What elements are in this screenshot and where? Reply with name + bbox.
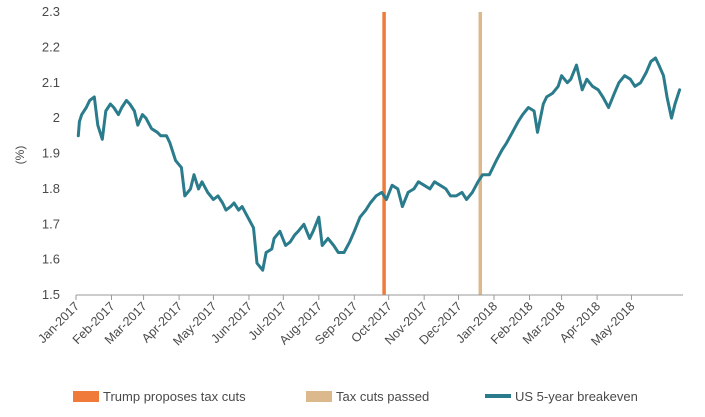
y-tick-label: 1.6 — [42, 252, 60, 267]
event-lines — [382, 12, 483, 295]
y-tick-label: 1.7 — [42, 216, 60, 231]
y-tick-label: 1.9 — [42, 146, 60, 161]
series-line-breakeven — [76, 56, 682, 272]
y-tick-label: 2.2 — [42, 39, 60, 54]
y-tick-label: 2.3 — [42, 4, 60, 19]
legend-swatch-tan — [306, 390, 332, 402]
y-axis-title: (%) — [13, 146, 27, 165]
legend-label: Tax cuts passed — [336, 388, 430, 404]
legend: Trump proposes tax cuts Tax cuts passed … — [0, 384, 705, 408]
y-tick-label: 1.5 — [42, 287, 60, 302]
legend-swatch-teal — [485, 394, 511, 398]
breakeven-line-chart: (%) 1.5 1.6 1.7 1.8 1.9 2 2.1 2.2 2.3 Jan-2017Fe… — [13, 4, 683, 348]
legend-label: US 5-year breakeven — [515, 388, 638, 404]
y-tick-label: 2 — [53, 110, 60, 125]
legend-label: Trump proposes tax cuts — [103, 388, 246, 404]
y-axis-title-group: (%) — [13, 146, 27, 165]
x-axis-ticks: Jan-2017Feb-2017Mar-2017Apr-2017May-2017… — [35, 295, 638, 348]
y-tick-label: 2.1 — [42, 75, 60, 90]
legend-item-tax-cuts-passed: Tax cuts passed — [306, 384, 429, 408]
series-group — [76, 56, 682, 272]
legend-item-trump-proposes: Trump proposes tax cuts — [73, 384, 246, 408]
legend-swatch-orange — [73, 390, 99, 402]
legend-item-breakeven: US 5-year breakeven — [485, 384, 638, 408]
y-axis-ticks: 1.5 1.6 1.7 1.8 1.9 2 2.1 2.2 2.3 — [42, 4, 60, 302]
y-tick-label: 1.8 — [42, 181, 60, 196]
